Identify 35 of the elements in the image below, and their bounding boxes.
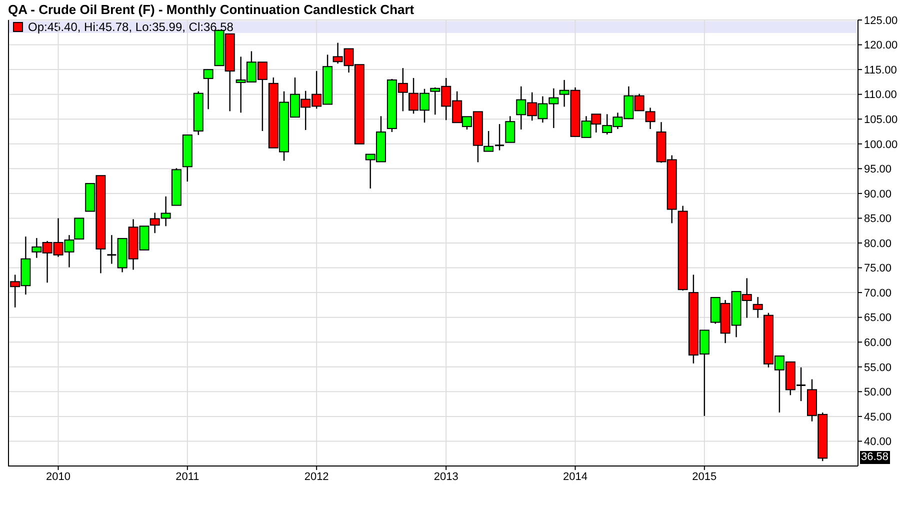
y-tick-label: 110.00 xyxy=(864,89,897,102)
x-tick-label: 2010 xyxy=(46,470,70,483)
y-tick-label: 105.00 xyxy=(864,114,898,126)
chart-title: QA - Crude Oil Brent (F) - Monthly Continuation Candlestick Chart xyxy=(8,2,414,17)
candlestick xyxy=(645,107,656,130)
x-tick-label: 2012 xyxy=(304,470,329,483)
y-tick-label: 90.00 xyxy=(864,188,892,200)
candlestick xyxy=(203,68,214,110)
y-tick-label: 95.00 xyxy=(864,164,892,176)
y-tick-label: 65.00 xyxy=(864,312,892,324)
x-tick-label: 2011 xyxy=(176,470,200,483)
candlestick xyxy=(505,116,516,143)
y-tick-label: 45.00 xyxy=(864,411,892,424)
y-tick-label: 115.00 xyxy=(864,64,897,76)
y-tick-label: 120.00 xyxy=(864,40,898,52)
y-tick-label: 50.00 xyxy=(864,386,892,399)
y-tick-label: 75.00 xyxy=(864,262,892,275)
x-tick-label: 2015 xyxy=(692,470,717,483)
candlestick xyxy=(752,296,763,318)
y-tick-label: 70.00 xyxy=(864,287,892,300)
y-tick-label: 40.00 xyxy=(864,436,892,448)
candlestick xyxy=(74,218,84,240)
y-tick-label: 100.00 xyxy=(864,138,898,151)
header-strip: Op:45.40, Hi:45.78, Lo:35.99, Cl:36.58 xyxy=(9,21,857,33)
y-tick-label: 60.00 xyxy=(864,337,892,350)
annotation: 36.58 xyxy=(860,451,890,464)
y-tick-label: 55.00 xyxy=(864,362,892,374)
x-tick-label: 2013 xyxy=(434,470,458,483)
y-tick-label: 80.00 xyxy=(864,238,892,250)
candlestick xyxy=(484,130,494,152)
y-tick-label: 125.00 xyxy=(864,14,898,27)
candlestick xyxy=(494,123,505,151)
y-tick-label: 85.00 xyxy=(864,213,892,226)
annotation: Op:45.40, Hi:45.78, Lo:35.99, Cl:36.58 xyxy=(28,20,234,34)
x-tick-label: 2014 xyxy=(563,470,588,483)
